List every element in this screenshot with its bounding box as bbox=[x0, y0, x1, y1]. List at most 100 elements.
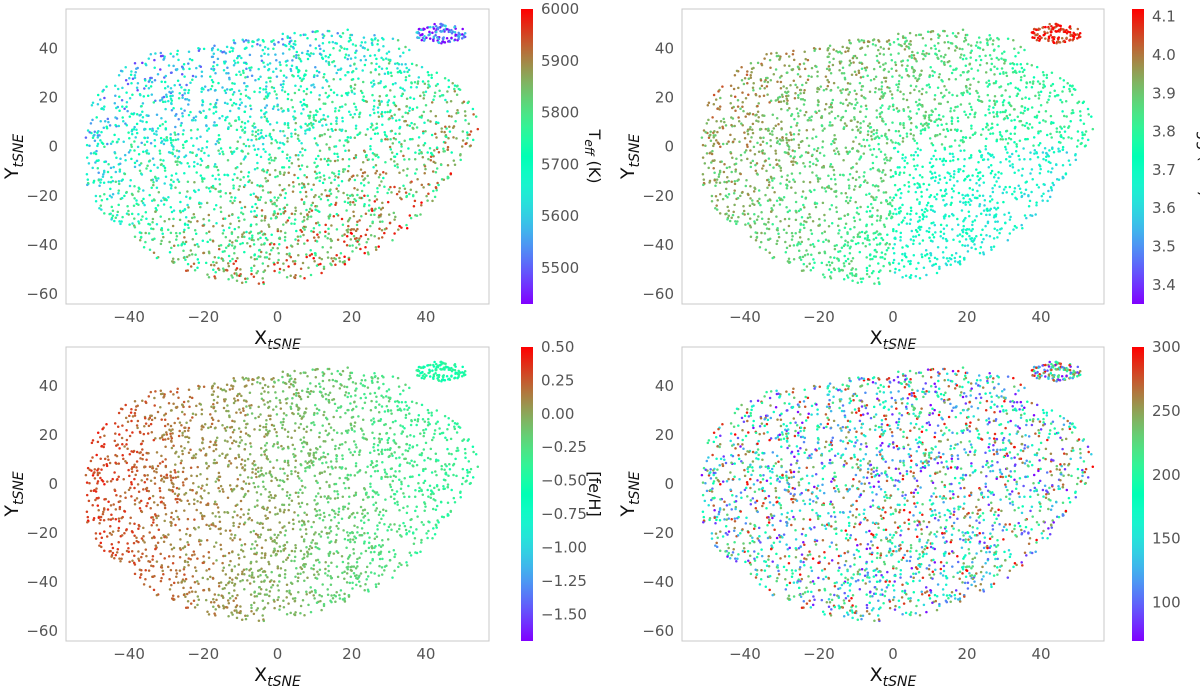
data-point bbox=[186, 203, 189, 207]
data-point bbox=[207, 250, 211, 254]
data-point bbox=[369, 137, 373, 141]
data-point bbox=[150, 178, 153, 182]
data-point bbox=[935, 257, 939, 261]
data-point bbox=[913, 182, 916, 186]
data-point bbox=[333, 110, 337, 113]
data-point bbox=[174, 231, 178, 235]
data-point bbox=[236, 236, 240, 239]
data-point bbox=[1001, 103, 1005, 107]
data-point bbox=[369, 54, 372, 58]
data-point bbox=[234, 167, 238, 170]
data-point bbox=[1001, 110, 1005, 114]
data-point bbox=[777, 54, 780, 58]
data-point bbox=[780, 107, 783, 111]
data-point bbox=[377, 245, 380, 248]
data-point bbox=[381, 206, 385, 210]
data-point bbox=[136, 88, 139, 92]
data-point bbox=[421, 80, 425, 83]
data-point bbox=[403, 120, 406, 123]
data-point bbox=[314, 177, 318, 180]
data-point bbox=[140, 104, 143, 108]
data-point bbox=[906, 212, 909, 215]
data-point bbox=[889, 156, 892, 160]
data-point bbox=[979, 133, 983, 137]
data-point bbox=[332, 60, 336, 63]
data-point bbox=[1013, 190, 1016, 193]
data-point bbox=[784, 90, 787, 94]
data-point bbox=[224, 268, 228, 272]
data-point bbox=[959, 56, 962, 59]
data-point bbox=[815, 65, 818, 68]
data-point bbox=[335, 93, 339, 97]
data-point bbox=[768, 198, 772, 201]
data-point bbox=[892, 41, 896, 44]
data-point bbox=[356, 174, 359, 177]
data-point bbox=[752, 190, 756, 193]
data-point bbox=[192, 213, 196, 216]
data-point bbox=[419, 28, 423, 32]
data-point bbox=[281, 150, 284, 153]
data-point bbox=[419, 213, 422, 216]
data-point bbox=[715, 204, 718, 207]
data-point bbox=[872, 67, 876, 71]
data-point bbox=[187, 206, 190, 209]
data-point bbox=[308, 207, 312, 211]
data-point bbox=[760, 211, 763, 214]
data-point bbox=[356, 133, 359, 137]
data-point bbox=[944, 135, 947, 138]
data-point bbox=[228, 259, 232, 263]
data-point bbox=[803, 113, 806, 117]
data-point bbox=[960, 228, 964, 232]
data-point bbox=[871, 214, 874, 217]
data-point bbox=[380, 100, 383, 103]
data-point bbox=[884, 122, 887, 126]
data-point bbox=[433, 22, 436, 26]
data-point bbox=[767, 183, 771, 187]
data-point bbox=[233, 173, 236, 176]
data-point bbox=[749, 149, 752, 152]
data-point bbox=[1035, 201, 1038, 204]
data-point bbox=[372, 79, 375, 83]
data-point bbox=[348, 194, 352, 197]
data-point bbox=[715, 181, 718, 184]
data-point bbox=[117, 179, 121, 183]
data-point bbox=[135, 199, 138, 202]
data-point bbox=[803, 220, 806, 223]
data-point bbox=[335, 228, 339, 231]
data-point bbox=[828, 124, 831, 127]
data-point bbox=[251, 45, 254, 48]
data-point bbox=[1011, 163, 1014, 166]
data-point bbox=[306, 37, 309, 40]
data-point bbox=[884, 191, 888, 194]
data-point bbox=[339, 251, 343, 255]
data-point bbox=[841, 173, 845, 177]
y-tick-label: 40 bbox=[39, 39, 58, 57]
data-point bbox=[968, 102, 971, 105]
data-point bbox=[186, 190, 189, 193]
data-point bbox=[755, 235, 759, 239]
data-point bbox=[128, 137, 131, 140]
data-point bbox=[958, 200, 962, 204]
data-point bbox=[409, 96, 412, 99]
data-point bbox=[963, 110, 966, 114]
data-point bbox=[110, 195, 113, 199]
data-point bbox=[1059, 125, 1062, 129]
data-point bbox=[723, 120, 726, 124]
data-point bbox=[139, 93, 142, 97]
data-point bbox=[872, 147, 876, 151]
data-point bbox=[831, 98, 835, 102]
data-point bbox=[1049, 171, 1053, 174]
data-point bbox=[135, 122, 139, 126]
data-point bbox=[970, 127, 973, 130]
data-point bbox=[317, 195, 321, 199]
data-point bbox=[232, 187, 235, 190]
data-point bbox=[812, 245, 816, 248]
data-point bbox=[461, 139, 465, 142]
data-point bbox=[937, 41, 940, 45]
data-point bbox=[889, 203, 892, 206]
data-point bbox=[297, 153, 300, 157]
data-point bbox=[256, 43, 259, 46]
data-point bbox=[928, 137, 932, 140]
data-point bbox=[98, 194, 102, 198]
data-point bbox=[1023, 192, 1026, 196]
